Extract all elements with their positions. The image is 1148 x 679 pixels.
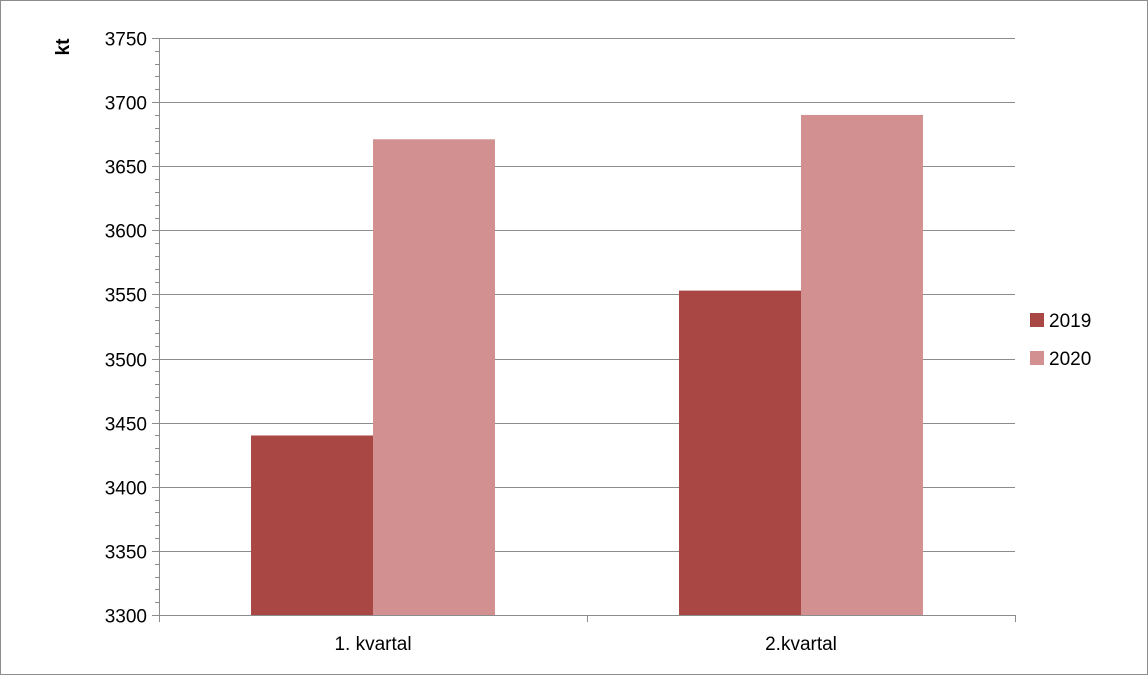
bar-2019-2 [679, 290, 801, 615]
legend: 2019 2020 [1030, 311, 1091, 370]
y-tick-label: 3450 [105, 415, 147, 436]
legend-item-2019: 2019 [1030, 311, 1091, 332]
legend-swatch [1030, 313, 1044, 327]
y-tick-labels: 3300 3350 3400 3450 3500 3550 3600 3650 3700 3750 [105, 30, 147, 628]
legend-swatch [1030, 351, 1044, 365]
y-tick-label: 3700 [105, 94, 147, 115]
legend-item-2020: 2020 [1030, 349, 1091, 370]
legend-label: 2020 [1049, 349, 1091, 370]
y-axis-label: kt [53, 38, 74, 56]
y-tick-label: 3400 [105, 479, 147, 500]
y-tick-label: 3600 [105, 222, 147, 243]
y-tick-label: 3750 [105, 30, 147, 51]
y-tick-label: 3300 [105, 607, 147, 628]
x-tick-labels: 1. kvartal 2.kvartal [334, 634, 836, 655]
y-tick-label: 3550 [105, 286, 147, 307]
legend-label: 2019 [1049, 311, 1091, 332]
bar-2020-2 [801, 114, 923, 615]
bars [251, 114, 923, 615]
x-tick-label: 1. kvartal [334, 634, 411, 655]
y-tick-label: 3500 [105, 351, 147, 372]
bar-2020-1 [373, 139, 495, 615]
x-tick-label: 2.kvartal [765, 634, 837, 655]
axes [152, 38, 1016, 622]
bar-2019-1 [251, 435, 373, 615]
y-tick-label: 3650 [105, 158, 147, 179]
y-tick-label: 3350 [105, 543, 147, 564]
